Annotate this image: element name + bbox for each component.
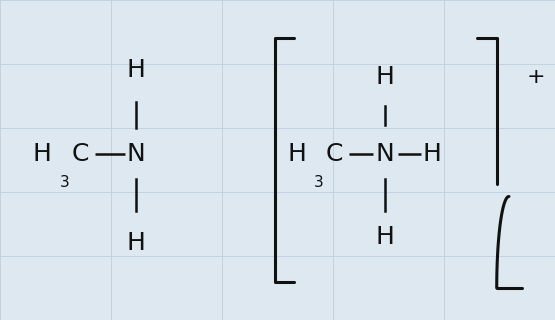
Text: C: C [72, 141, 89, 166]
Text: H: H [287, 141, 306, 166]
Text: H: H [375, 65, 394, 89]
Text: 3: 3 [60, 175, 70, 190]
Text: H: H [375, 225, 394, 249]
Text: N: N [127, 141, 145, 166]
Text: H: H [127, 58, 145, 82]
Text: +: + [526, 67, 545, 87]
Text: 3: 3 [314, 175, 324, 190]
Text: H: H [32, 141, 51, 166]
Text: H: H [422, 141, 441, 166]
Text: N: N [375, 141, 394, 166]
Text: C: C [326, 141, 344, 166]
Text: H: H [127, 231, 145, 255]
